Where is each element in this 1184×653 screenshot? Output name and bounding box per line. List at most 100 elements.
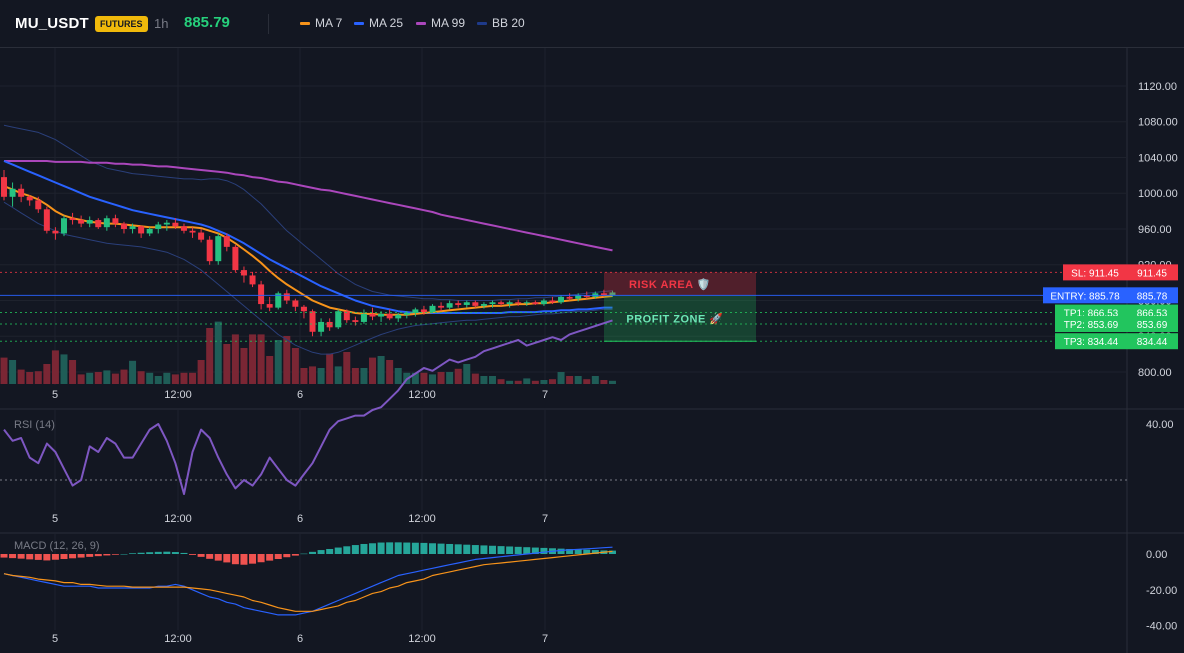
volume-bar <box>146 372 154 384</box>
volume-bar <box>120 369 128 384</box>
timeframe-label[interactable]: 1h <box>154 16 169 31</box>
volume-bar <box>369 357 377 384</box>
y-tick-label: 1000.00 <box>1138 188 1178 200</box>
macd-histogram-bar <box>514 546 522 554</box>
volume-bar <box>360 368 368 384</box>
volume-bar <box>377 356 385 384</box>
volume-bar <box>240 348 248 384</box>
macd-histogram-bar <box>129 553 137 554</box>
entry-axis-label: 885.78 <box>1137 291 1168 302</box>
macd-histogram-bar <box>488 545 496 554</box>
macd-histogram-bar <box>429 543 436 554</box>
macd-histogram-bar <box>446 543 454 554</box>
macd-histogram-bar <box>94 554 102 557</box>
candle-body <box>472 302 479 306</box>
macd-histogram-bar <box>171 552 179 554</box>
macd-histogram-bar <box>506 546 514 554</box>
macd-histogram-bar <box>394 542 402 554</box>
legend-ma25[interactable]: MA 25 <box>354 16 403 30</box>
volume-bar <box>351 368 359 384</box>
ma25-line <box>3 160 613 314</box>
candle-body <box>575 295 582 299</box>
candle-body <box>1 177 7 197</box>
volume-bar <box>420 372 428 384</box>
macd-histogram-bar <box>574 549 582 554</box>
tp2-tag-label: TP2: 853.69 <box>1064 320 1119 331</box>
candle-body <box>583 295 590 297</box>
candle-body <box>206 239 213 262</box>
candle-body <box>540 300 547 305</box>
y-tick-label: 1080.00 <box>1138 117 1178 129</box>
macd-histogram-bar <box>540 547 548 554</box>
grid-lines <box>0 48 1184 653</box>
volume-bar <box>454 368 462 384</box>
candle-body <box>223 236 230 247</box>
volume-bar <box>249 334 257 384</box>
legend-ma99[interactable]: MA 99 <box>416 16 465 30</box>
candle-body <box>60 218 67 234</box>
volume-bar <box>26 372 34 384</box>
volume-bars <box>0 321 616 384</box>
x-tick-label: 12:00 <box>408 513 436 525</box>
candle-body <box>232 246 239 271</box>
macd-histogram-bar <box>43 554 51 561</box>
risk-zone <box>604 272 756 296</box>
y-tick-label: 960.00 <box>1138 224 1172 236</box>
macd-histogram-bar <box>274 554 282 560</box>
macd-histogram-bar <box>257 554 265 563</box>
candle-body <box>103 218 110 228</box>
volume-bar <box>471 373 479 384</box>
macd-line <box>3 546 613 616</box>
macd-histogram-bar <box>17 554 25 559</box>
volume-bar <box>206 328 214 384</box>
macd-histogram-bar <box>566 548 574 554</box>
futures-badge: FUTURES <box>95 16 148 32</box>
bb20-swatch-icon <box>477 22 487 26</box>
candle-body <box>343 311 350 321</box>
candle-body <box>43 209 50 231</box>
volume-bar <box>523 378 531 384</box>
legend-ma7[interactable]: MA 7 <box>300 16 342 30</box>
candle-body <box>95 220 102 228</box>
candle-body <box>78 220 85 224</box>
x-tick-label: 12:00 <box>408 389 436 401</box>
candle-body <box>420 309 427 313</box>
macd-histogram-bar <box>0 554 8 558</box>
x-tick-label: 6 <box>297 633 303 645</box>
candle-body <box>386 313 393 319</box>
candle-body <box>549 300 556 303</box>
volume-bar <box>266 356 274 384</box>
volume-bar <box>94 372 102 384</box>
candle-body <box>369 313 376 317</box>
candle-body <box>378 313 385 317</box>
candle-body <box>52 230 59 234</box>
volume-bar <box>231 334 239 384</box>
macd-histogram-bar <box>266 554 274 561</box>
volume-bar <box>446 372 454 384</box>
legend-bb20[interactable]: BB 20 <box>477 16 525 30</box>
volume-bar <box>574 376 582 384</box>
symbol-name[interactable]: MU_USDT <box>15 15 89 32</box>
macd-histogram-bar <box>463 544 471 554</box>
candle-body <box>309 311 316 332</box>
x-tick-label: 5 <box>52 633 58 645</box>
volume-bar <box>111 373 119 384</box>
candle-body <box>120 223 127 229</box>
candle-body <box>523 302 530 304</box>
volume-bar <box>163 372 171 384</box>
volume-bar <box>77 374 85 384</box>
candle-body <box>360 313 367 322</box>
macd-histogram-bar <box>317 550 325 554</box>
x-tick-label: 12:00 <box>408 633 436 645</box>
macd-y-tick-label: 0.00 <box>1146 549 1167 561</box>
macd-histogram-bar <box>531 547 539 554</box>
rsi-y-tick-label: 40.00 <box>1146 419 1174 431</box>
macd-histogram-bar <box>291 554 299 556</box>
volume-bar <box>343 352 351 384</box>
candle-body <box>26 196 33 201</box>
candle-body <box>266 304 273 308</box>
candles <box>1 169 616 337</box>
candle-body <box>146 228 153 234</box>
x-tick-label: 6 <box>297 513 303 525</box>
